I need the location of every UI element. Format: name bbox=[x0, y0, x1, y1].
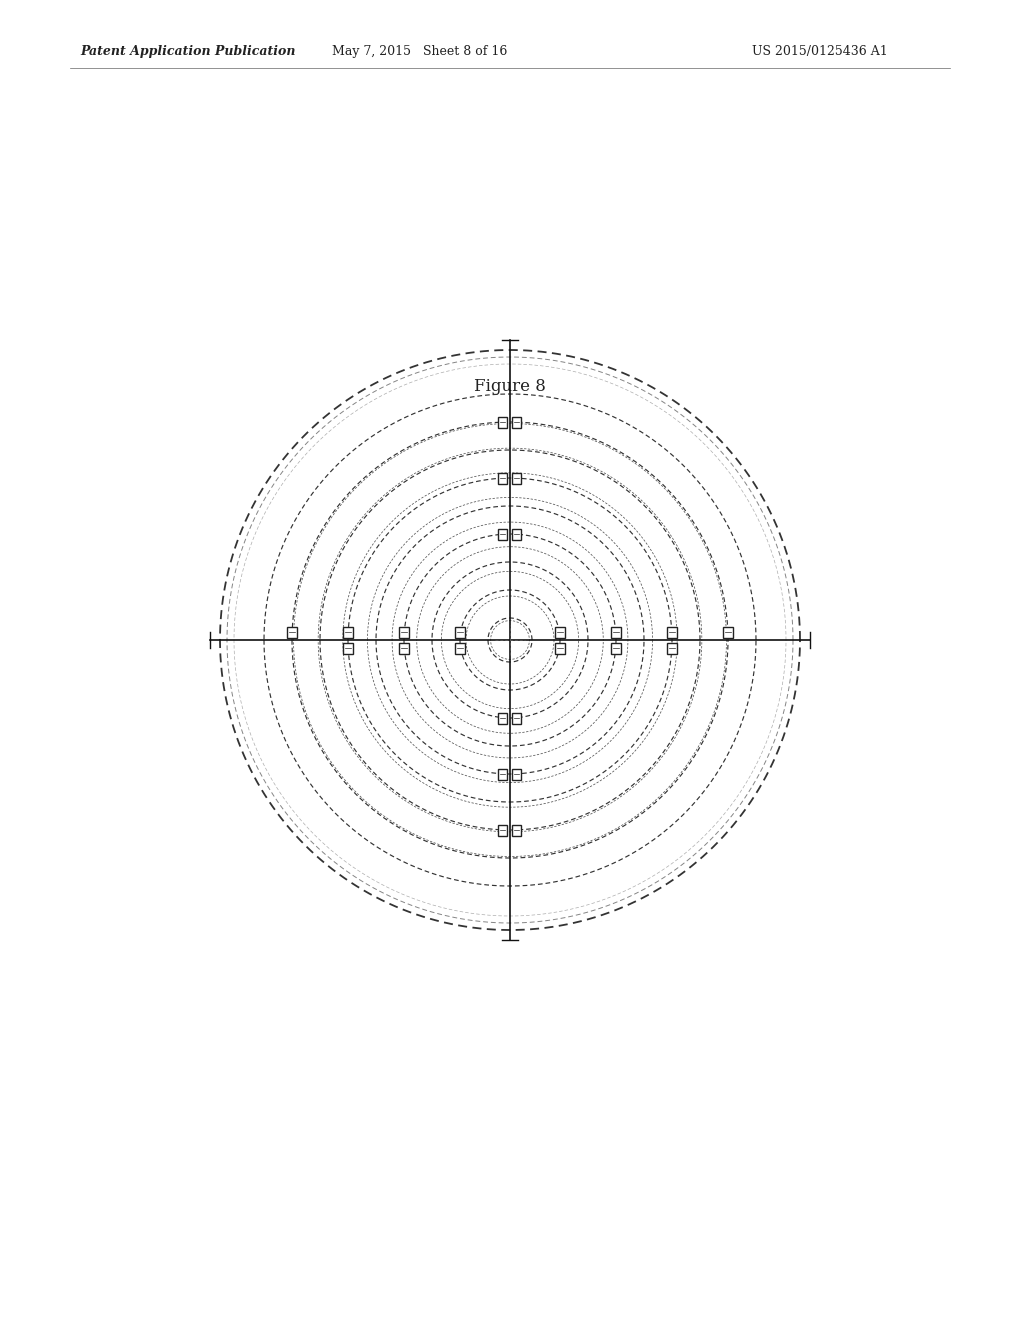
Bar bbox=[498, 528, 507, 540]
Bar bbox=[342, 643, 353, 653]
Text: Figure 8: Figure 8 bbox=[474, 378, 545, 395]
Bar bbox=[498, 417, 507, 428]
Bar bbox=[722, 627, 733, 638]
Bar bbox=[512, 713, 521, 723]
Bar bbox=[286, 627, 297, 638]
Text: US 2015/0125436 A1: US 2015/0125436 A1 bbox=[751, 45, 887, 58]
Bar bbox=[610, 643, 621, 653]
Bar bbox=[610, 627, 621, 638]
Bar bbox=[666, 627, 677, 638]
Bar bbox=[554, 627, 565, 638]
Bar bbox=[498, 768, 507, 780]
Bar bbox=[512, 528, 521, 540]
Bar bbox=[512, 417, 521, 428]
Text: May 7, 2015   Sheet 8 of 16: May 7, 2015 Sheet 8 of 16 bbox=[332, 45, 507, 58]
Bar bbox=[554, 643, 565, 653]
Bar bbox=[512, 768, 521, 780]
Bar bbox=[666, 643, 677, 653]
Bar bbox=[512, 473, 521, 483]
Bar bbox=[454, 627, 465, 638]
Bar bbox=[498, 473, 507, 483]
Bar bbox=[398, 643, 409, 653]
Bar bbox=[454, 643, 465, 653]
Bar bbox=[498, 825, 507, 836]
Text: Patent Application Publication: Patent Application Publication bbox=[79, 45, 296, 58]
Bar bbox=[498, 713, 507, 723]
Bar bbox=[398, 627, 409, 638]
Bar bbox=[342, 627, 353, 638]
Bar bbox=[512, 825, 521, 836]
